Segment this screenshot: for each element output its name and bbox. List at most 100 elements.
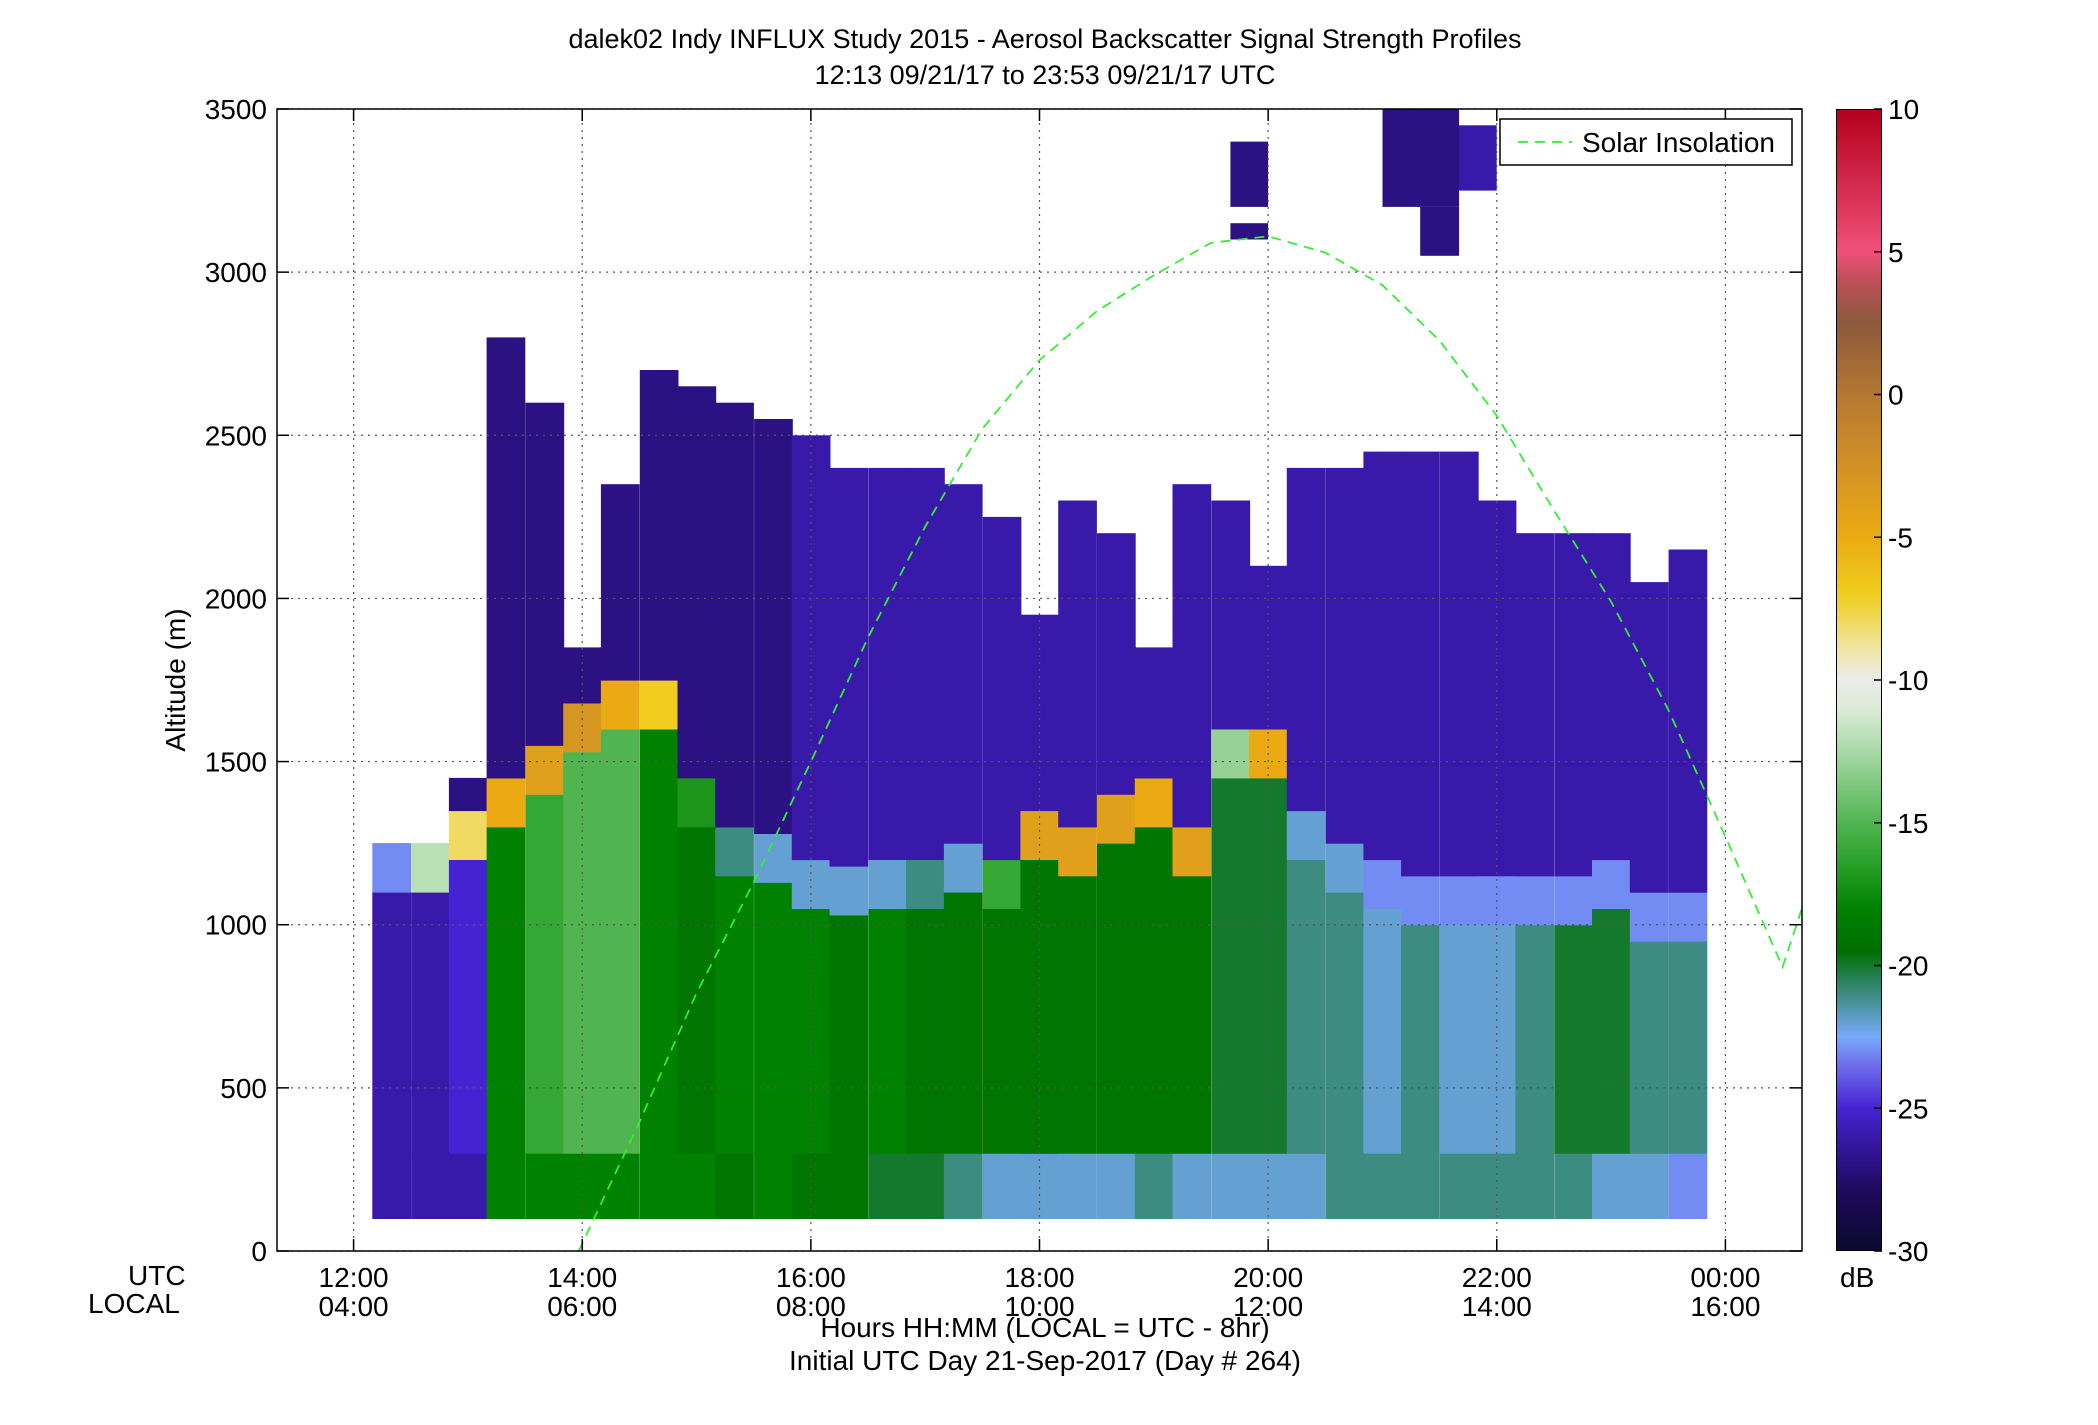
heatmap-cell [754,1153,793,1219]
heatmap-cell [600,680,640,730]
heatmap-cell [1440,451,1479,877]
heatmap-cell [1211,500,1251,730]
heatmap-cell [1325,843,1365,893]
heatmap-cell [829,1153,869,1219]
heatmap-cell [1477,500,1517,877]
heatmap-cell [1211,777,1251,1154]
heatmap-cell [943,484,983,844]
heatmap-cell [1401,1153,1440,1219]
x-tick-label-local: 04:00 [319,1291,389,1322]
heatmap-cell [1230,141,1269,207]
y-tick-label: 0 [251,1236,267,1267]
heatmap-cell [1554,875,1593,926]
x-tick-label-utc: 12:00 [319,1262,389,1293]
heatmap-cell [715,1153,754,1219]
heatmap-cell [1363,908,1403,1154]
heatmap-cell [677,1153,717,1219]
heatmap-cell [1134,647,1174,779]
heatmap-cell [1134,826,1174,1154]
heatmap-cell [1134,1153,1174,1219]
axis-ticks [277,108,1802,1252]
heatmap-cell [868,467,908,860]
colorbar-tick-label: 10 [1888,94,1919,125]
heatmap-cell [1554,1153,1593,1219]
heatmap-cell [754,833,793,883]
x-tick-label-local: 06:00 [547,1291,617,1322]
heatmap-cell [906,859,945,909]
colorbar-unit-label: dB [1840,1262,1875,1293]
legend: Solar Insolation [1499,118,1793,166]
y-tick-label: 2000 [205,583,267,614]
heatmap-cell [1401,451,1440,877]
heatmap-cell [600,728,640,1154]
heatmap-cell [411,892,450,1154]
heatmap-cell [1592,859,1631,909]
heatmap-cell [1515,924,1555,1154]
heatmap-cell [1515,1153,1555,1219]
heatmap-cell [1058,500,1097,828]
heatmap-cell [1440,1153,1479,1219]
heatmap-cell [677,386,717,779]
solar-insolation-line [577,235,1803,1252]
heatmap-cell [1172,1153,1212,1219]
heatmap-cell [1440,924,1479,1154]
heatmap-cell [1172,484,1212,828]
x-tick-label-local: 10:00 [1004,1291,1074,1322]
chart-subtitle: 12:13 09/21/17 to 23:53 09/21/17 UTC [814,60,1276,90]
x-tick-label-utc: 20:00 [1233,1262,1303,1293]
y-tick-label: 2500 [205,420,267,451]
heatmap-cell [563,751,602,1154]
heatmap-cell [829,866,869,916]
heatmap-cell [1286,467,1326,812]
heatmap-cell [1058,1153,1097,1219]
heatmap-cell [448,859,488,1154]
heatmap-cell [1363,859,1403,909]
heatmap-cell [448,810,488,860]
heatmap-cell [791,908,831,1154]
heatmap-cell [486,1153,526,1219]
heatmap-cell [982,1153,1022,1219]
grid [277,108,1802,1252]
colorbar-tick-label: 5 [1888,237,1904,268]
x-tick-label-utc: 00:00 [1690,1262,1760,1293]
heatmap-cell [677,777,717,828]
x-tick-label-local: 16:00 [1690,1291,1760,1322]
heatmap-cell [1325,467,1365,844]
heatmap-cell [982,859,1022,909]
x-tick-label-local: 12:00 [1233,1291,1303,1322]
heatmap-cell [868,908,908,1154]
y-tick-label: 1000 [205,910,267,941]
heatmap-cell [486,337,526,779]
x-tick-label-utc: 16:00 [776,1262,846,1293]
x-tick-label-utc: 22:00 [1462,1262,1532,1293]
colorbar-tick-label: -10 [1888,665,1928,696]
heatmap-cell [1325,892,1365,1154]
heatmap-cell [715,875,754,1154]
heatmap-cell [1629,582,1669,893]
heatmap-cell [1363,1153,1403,1219]
x-tick-label-utc: 18:00 [1004,1262,1074,1293]
heatmap-cell [411,1153,450,1219]
heatmap-cell [1172,826,1212,877]
heatmap-cell [600,1153,640,1219]
heatmap-cell [1286,810,1326,860]
heatmap-cell [525,794,565,1154]
heatmap-cell [1554,924,1593,1154]
heatmap-cell [600,484,640,681]
heatmap-cell [372,1153,411,1219]
heatmap-cell [677,826,717,1154]
heatmap-cell [1058,826,1097,877]
heatmap-cell [639,728,679,1154]
heatmap-cell [1668,1153,1708,1219]
heatmap-cell [829,914,869,1154]
heatmap-cell [982,516,1022,861]
heatmap-cell [1420,206,1460,256]
colorbar-tick-label: 0 [1888,380,1904,411]
y-tick-label: 3000 [205,257,267,288]
colorbar-tick-label: -20 [1888,951,1928,982]
heatmap-cell [1097,533,1136,795]
heatmap-cell [1629,941,1669,1154]
heatmap-cell [1459,125,1497,191]
heatmap-cell [639,680,679,730]
